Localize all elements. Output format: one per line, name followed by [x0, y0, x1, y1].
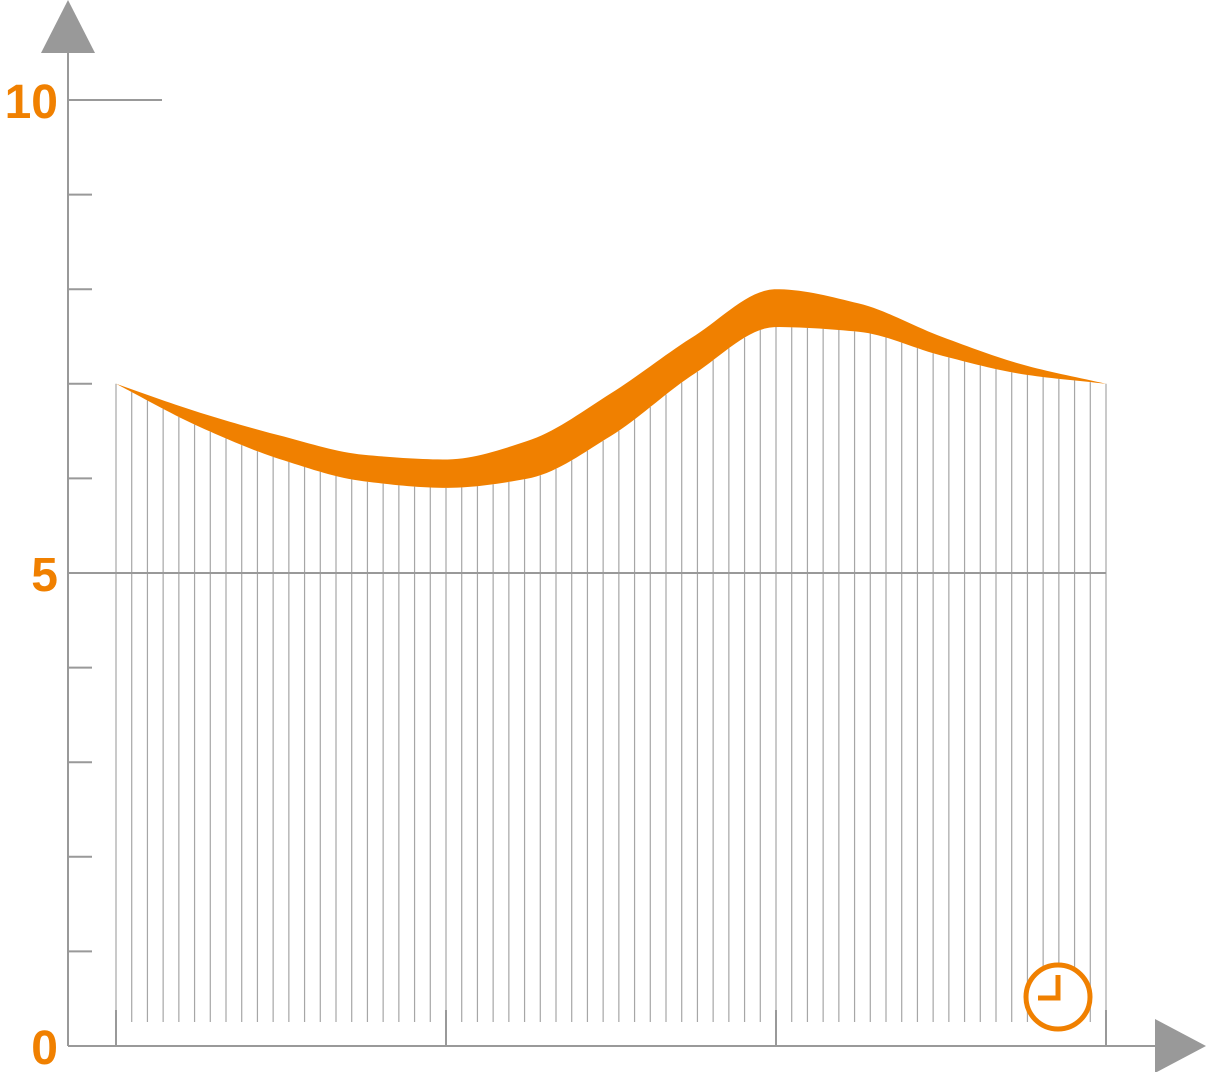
- x-axis-arrow: [1155, 1019, 1206, 1072]
- icon-layer: [1023, 962, 1093, 1032]
- y-axis-arrow: [41, 0, 95, 53]
- band-layer: [116, 289, 1106, 488]
- hatch-lines: [115, 327, 1107, 1022]
- axes: [41, 0, 1206, 1072]
- clock-icon: [1023, 962, 1093, 1032]
- y-tick-label: 10: [5, 76, 58, 129]
- y-tick-label: 0: [31, 1022, 58, 1072]
- y-tick-labels: 0 5 10: [5, 76, 58, 1072]
- y-tick-label: 5: [31, 549, 58, 602]
- series-band: [116, 289, 1106, 488]
- clock-hands: [1038, 975, 1061, 1001]
